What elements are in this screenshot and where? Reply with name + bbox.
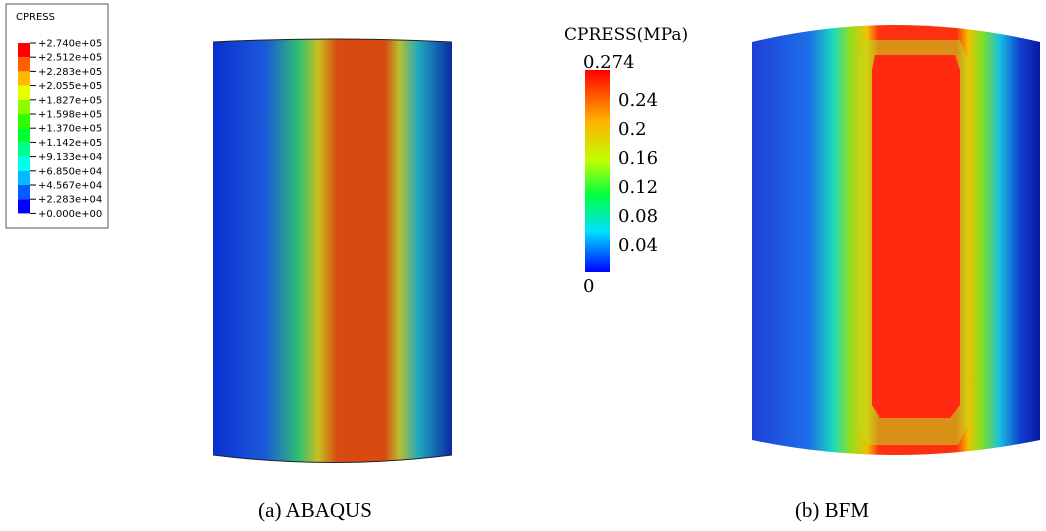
legend-label: +2.740e+05	[38, 39, 102, 50]
legend-swatch	[18, 114, 30, 129]
color-bar-ticks: 0.274 0.24 0.2 0.16 0.12 0.08 0.04 0	[583, 52, 658, 297]
legend-swatch	[18, 128, 30, 143]
legend-label: +1.142e+05	[38, 138, 102, 149]
caption: (a) ABAQUS	[258, 498, 372, 522]
legend-swatch	[18, 71, 30, 86]
legend-swatch	[18, 199, 30, 214]
caption: (b) BFM	[795, 498, 869, 522]
legend-swatch	[18, 170, 30, 185]
color-bar-label: 0.12	[618, 177, 658, 198]
legend-label: +1.827e+05	[38, 95, 102, 106]
color-bar-label: 0.2	[618, 119, 647, 140]
color-bar-label: 0.08	[618, 206, 658, 227]
legend-label: +2.283e+04	[38, 195, 102, 206]
cylinder-a	[212, 38, 453, 463]
legend-label: +4.567e+04	[38, 181, 102, 192]
legend-label: +2.283e+05	[38, 67, 102, 78]
color-bar-label: 0.24	[618, 90, 658, 111]
color-bar-label: 0.16	[618, 148, 658, 169]
legend-label: +9.133e+04	[38, 152, 102, 163]
legend-label: +2.512e+05	[38, 53, 102, 64]
color-bar-label: 0.274	[583, 52, 635, 73]
legend-swatch	[18, 57, 30, 72]
legend-label: +6.850e+04	[38, 166, 102, 177]
legend-swatch	[18, 99, 30, 114]
legend-labels: +2.740e+05 +2.512e+05 +2.283e+05 +2.055e+05…	[30, 39, 102, 220]
legend-swatches	[18, 43, 30, 214]
legend-swatch	[18, 156, 30, 171]
color-bar-label: 0.04	[618, 235, 658, 256]
cylinder-b	[752, 25, 1040, 455]
legend-label: +1.598e+05	[38, 110, 102, 121]
legend-swatch	[18, 142, 30, 157]
legend-title: CPRESS	[16, 12, 55, 23]
legend-swatch	[18, 185, 30, 200]
legend-label: +2.055e+05	[38, 81, 102, 92]
color-bar	[585, 70, 610, 272]
legend-label: +0.000e+00	[38, 209, 102, 220]
legend-swatch	[18, 43, 30, 58]
legend-swatch	[18, 85, 30, 100]
color-bar-label: 0	[583, 276, 594, 297]
legend-title: CPRESS(MPa)	[564, 25, 688, 45]
legend-label: +1.370e+05	[38, 124, 102, 135]
